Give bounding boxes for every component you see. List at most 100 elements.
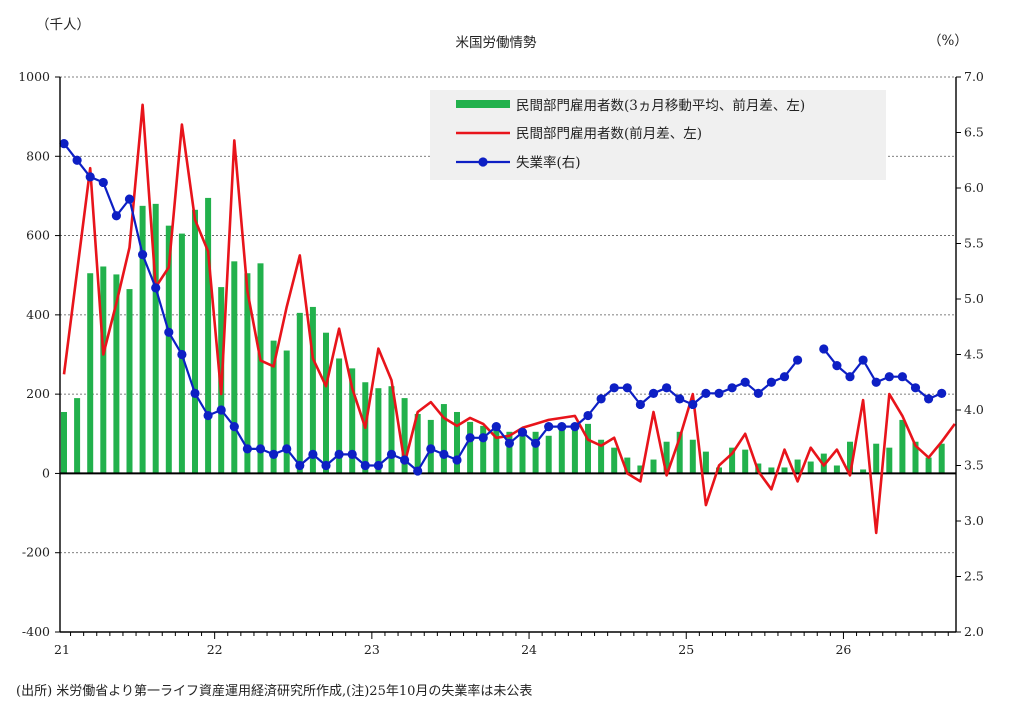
bar (558, 423, 565, 474)
unemployment-point (386, 449, 397, 459)
unemployment-point (832, 361, 842, 371)
bar (493, 425, 500, 474)
bar (571, 425, 578, 474)
left-tick-label: 0 (42, 465, 50, 480)
bar (113, 274, 120, 474)
unemployment-point (242, 444, 252, 454)
bar (873, 443, 880, 474)
bar (454, 411, 460, 474)
right-tick-label: 2.5 (964, 569, 984, 584)
bar (611, 447, 618, 474)
bar (205, 197, 212, 474)
unemployment-point (321, 460, 331, 471)
unemployment-point (203, 410, 213, 421)
right-tick-label: 2.0 (964, 624, 984, 639)
bar (637, 465, 644, 474)
bar (283, 350, 290, 474)
unemployment-point (648, 388, 659, 398)
unemployment-point (793, 355, 803, 365)
bar (506, 431, 513, 474)
bar (899, 419, 906, 474)
x-axis-ticks: 21 22 23 24 25 26 (54, 631, 956, 657)
bar (860, 469, 867, 474)
unemployment-point (360, 460, 370, 471)
bar (414, 413, 421, 474)
unemployment-point (491, 422, 501, 432)
unemployment-point (282, 444, 292, 454)
bar (165, 225, 172, 474)
bar (729, 447, 736, 474)
left-tick-label: 1000 (18, 69, 50, 84)
unemployment-point (766, 377, 777, 387)
unemployment-point (229, 422, 239, 432)
left-tick-label: -200 (22, 545, 50, 560)
bar (87, 273, 94, 474)
bar (309, 306, 316, 474)
left-tick-label: 400 (26, 307, 50, 322)
unemployment-point (269, 449, 279, 459)
unemployment-point (871, 377, 881, 387)
unemployment-point (635, 399, 646, 410)
bar (532, 431, 539, 474)
right-tick-label: 6.5 (964, 125, 984, 140)
right-axis-ticks: 7.0 6.5 6.0 5.5 5.0 4.5 4.0 3.5 3.0 2.5 2.0 (956, 69, 984, 639)
unemployment-point (753, 388, 763, 398)
bar (74, 398, 81, 474)
right-tick-label: 5.5 (964, 236, 984, 251)
bar (139, 205, 146, 474)
bar (663, 441, 670, 474)
bar (702, 451, 709, 474)
unemployment-point (937, 388, 947, 398)
unemployment-point (255, 444, 266, 454)
unemployment-point (216, 405, 226, 415)
bar (375, 388, 382, 474)
right-axis-unit: （%） (928, 33, 968, 49)
bar (336, 358, 343, 474)
bar (244, 273, 251, 474)
chart-title: 米国労働情勢 (456, 35, 537, 51)
unemployment-point (426, 444, 436, 454)
unemployment-point (164, 327, 174, 337)
bar (676, 431, 683, 474)
unemployment-point (570, 422, 580, 432)
x-tick-label: 22 (207, 642, 223, 657)
left-tick-label: 200 (26, 386, 50, 401)
bar (742, 449, 749, 474)
bar (296, 312, 303, 474)
bar (716, 467, 722, 474)
bar (100, 266, 107, 474)
unemployment-point (701, 388, 711, 398)
unemployment-point (609, 383, 619, 393)
unemployment-point (779, 372, 790, 382)
legend-blue-label: 失業率(右) (516, 154, 581, 171)
right-tick-label: 5.0 (964, 291, 984, 306)
unemployment-point (439, 449, 449, 459)
unemployment-point (98, 177, 108, 188)
unemployment-point (347, 449, 357, 459)
bar (768, 467, 775, 474)
legend: 民間部門雇用者数(3ヵ月移動平均、前月差、左) 民間部門雇用者数(前月差、左) … (430, 90, 886, 180)
bar (886, 447, 893, 474)
unemployment-point (740, 377, 750, 387)
unemployment-point (845, 372, 855, 382)
bar (794, 459, 801, 474)
x-tick-label: 21 (54, 642, 70, 657)
x-tick-label: 26 (835, 642, 851, 657)
unemployment-point (819, 344, 829, 354)
bar (833, 465, 840, 474)
right-tick-label: 3.5 (964, 458, 984, 473)
unemployment-point (111, 211, 121, 221)
unemployment-point (583, 410, 593, 421)
unemployment-point (452, 455, 462, 465)
bar (781, 467, 788, 474)
unemployment-point (504, 438, 514, 448)
legend-blue-marker (478, 157, 488, 167)
bar (650, 459, 657, 474)
bar (480, 425, 487, 474)
bar (467, 421, 474, 474)
unemployment-point (151, 283, 161, 293)
unemployment-point (295, 460, 305, 471)
bar (689, 439, 696, 474)
bar (231, 261, 238, 474)
unemployment-point (334, 449, 344, 459)
